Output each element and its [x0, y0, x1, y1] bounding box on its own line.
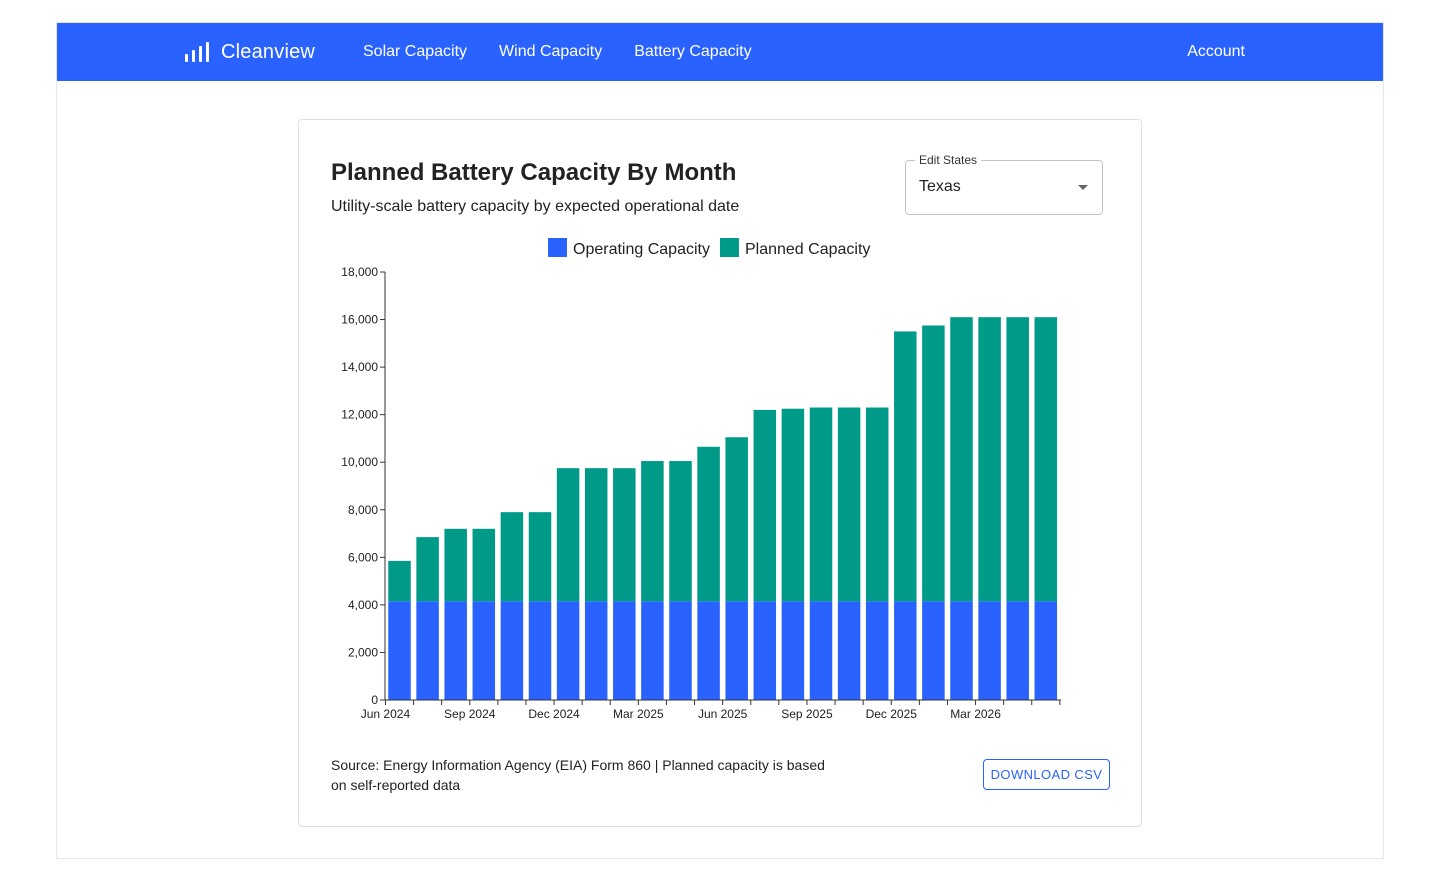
bar-0-13 — [753, 601, 777, 700]
legend-swatch-0 — [548, 238, 567, 257]
bar-0-16 — [837, 601, 861, 700]
bar-0-15 — [809, 601, 833, 700]
nav-links: Solar Capacity Wind Capacity Battery Cap… — [363, 23, 752, 81]
bar-1-15 — [809, 407, 833, 602]
chart-card-subtitle: Utility-scale battery capacity by expect… — [331, 198, 740, 215]
x-tick-label-0: Jun 2024 — [361, 707, 411, 721]
bar-0-7 — [584, 601, 608, 700]
bar-0-9 — [641, 601, 664, 700]
bar-1-6 — [556, 468, 580, 602]
y-tick-label-7: 14,000 — [341, 360, 378, 374]
bar-0-4 — [500, 601, 524, 700]
bar-chart-icon — [185, 42, 211, 62]
bar-0-18 — [894, 601, 917, 700]
x-tick-label-2: Dec 2024 — [528, 707, 580, 721]
bar-0-20 — [950, 601, 973, 700]
x-tick-label-5: Sep 2025 — [781, 707, 833, 721]
bar-1-5 — [528, 512, 552, 602]
download-csv-button[interactable]: DOWNLOAD CSV — [983, 759, 1110, 790]
chart-card-title: Planned Battery Capacity By Month — [331, 159, 737, 186]
bar-0-12 — [725, 601, 748, 700]
x-tick-label-1: Sep 2024 — [444, 707, 496, 721]
bar-1-2 — [444, 528, 467, 602]
x-tick-label-7: Mar 2026 — [950, 707, 1001, 721]
y-tick-label-4: 8,000 — [348, 503, 378, 517]
bar-0-19 — [922, 601, 945, 700]
app-frame: Cleanview Solar Capacity Wind Capacity B… — [56, 22, 1384, 859]
bar-1-17 — [865, 407, 889, 602]
legend-label-1: Planned Capacity — [745, 241, 870, 258]
y-tick-label-0: 0 — [371, 693, 378, 707]
bar-1-3 — [472, 528, 496, 602]
nav-link-wind-capacity[interactable]: Wind Capacity — [499, 43, 603, 60]
bar-1-16 — [837, 407, 861, 602]
bar-0-5 — [528, 601, 552, 700]
top-navbar: Cleanview Solar Capacity Wind Capacity B… — [57, 23, 1383, 81]
y-tick-label-9: 18,000 — [341, 265, 378, 279]
y-tick-label-1: 2,000 — [348, 645, 378, 659]
bar-0-10 — [669, 601, 692, 700]
bar-1-8 — [613, 468, 636, 602]
bar-0-14 — [781, 601, 805, 700]
bar-0-1 — [416, 601, 439, 700]
bar-0-8 — [613, 601, 636, 700]
bar-1-13 — [753, 409, 777, 602]
bar-1-14 — [781, 408, 805, 602]
brand-name: Cleanview — [221, 40, 316, 63]
x-tick-label-3: Mar 2025 — [613, 707, 664, 721]
source-note: Source: Energy Information Agency (EIA) … — [331, 757, 825, 793]
bar-1-22 — [1006, 317, 1029, 602]
bar-1-11 — [697, 446, 720, 602]
y-tick-label-3: 6,000 — [348, 550, 378, 564]
bar-0-22 — [1006, 601, 1029, 700]
bar-0-17 — [865, 601, 889, 700]
bar-1-1 — [416, 537, 439, 602]
y-tick-label-8: 16,000 — [341, 313, 378, 327]
bar-1-12 — [725, 437, 748, 602]
x-tick-label-4: Jun 2025 — [698, 707, 748, 721]
y-tick-label-5: 10,000 — [341, 455, 378, 469]
bar-0-2 — [444, 601, 467, 700]
x-tick-label-6: Dec 2025 — [866, 707, 918, 721]
legend-label-0: Operating Capacity — [573, 241, 710, 258]
battery-capacity-chart: Operating Capacity Planned Capacity 0 2,000… — [341, 238, 1061, 721]
bar-1-4 — [500, 512, 524, 602]
y-tick-label-6: 12,000 — [341, 408, 378, 422]
edit-states-value: Texas — [919, 178, 961, 195]
nav-link-battery-capacity[interactable]: Battery Capacity — [634, 43, 752, 60]
bar-1-10 — [669, 461, 692, 602]
brand-logo-link[interactable]: Cleanview — [185, 23, 315, 81]
chart-card: Planned Battery Capacity By Month Utilit… — [298, 119, 1142, 827]
bar-1-18 — [894, 331, 917, 602]
edit-states-select[interactable]: Edit States Texas — [905, 153, 1103, 215]
bar-0-11 — [697, 601, 720, 700]
bar-1-7 — [584, 468, 608, 602]
bar-1-21 — [978, 317, 1001, 602]
bar-0-0 — [388, 601, 411, 700]
bar-1-23 — [1034, 317, 1058, 602]
bar-0-23 — [1034, 601, 1058, 700]
bar-1-9 — [641, 461, 664, 602]
y-tick-label-2: 4,000 — [348, 598, 378, 612]
edit-states-label: Edit States — [915, 153, 982, 167]
nav-link-solar-capacity[interactable]: Solar Capacity — [363, 43, 468, 60]
bar-1-20 — [950, 317, 973, 602]
account-link[interactable]: Account — [1187, 43, 1245, 60]
bar-0-21 — [978, 601, 1001, 700]
bar-1-0 — [388, 560, 411, 602]
bar-0-6 — [556, 601, 580, 700]
bar-1-19 — [922, 325, 945, 602]
legend-swatch-1 — [719, 238, 739, 257]
caret-down-icon — [1078, 185, 1088, 190]
bar-0-3 — [472, 601, 496, 700]
